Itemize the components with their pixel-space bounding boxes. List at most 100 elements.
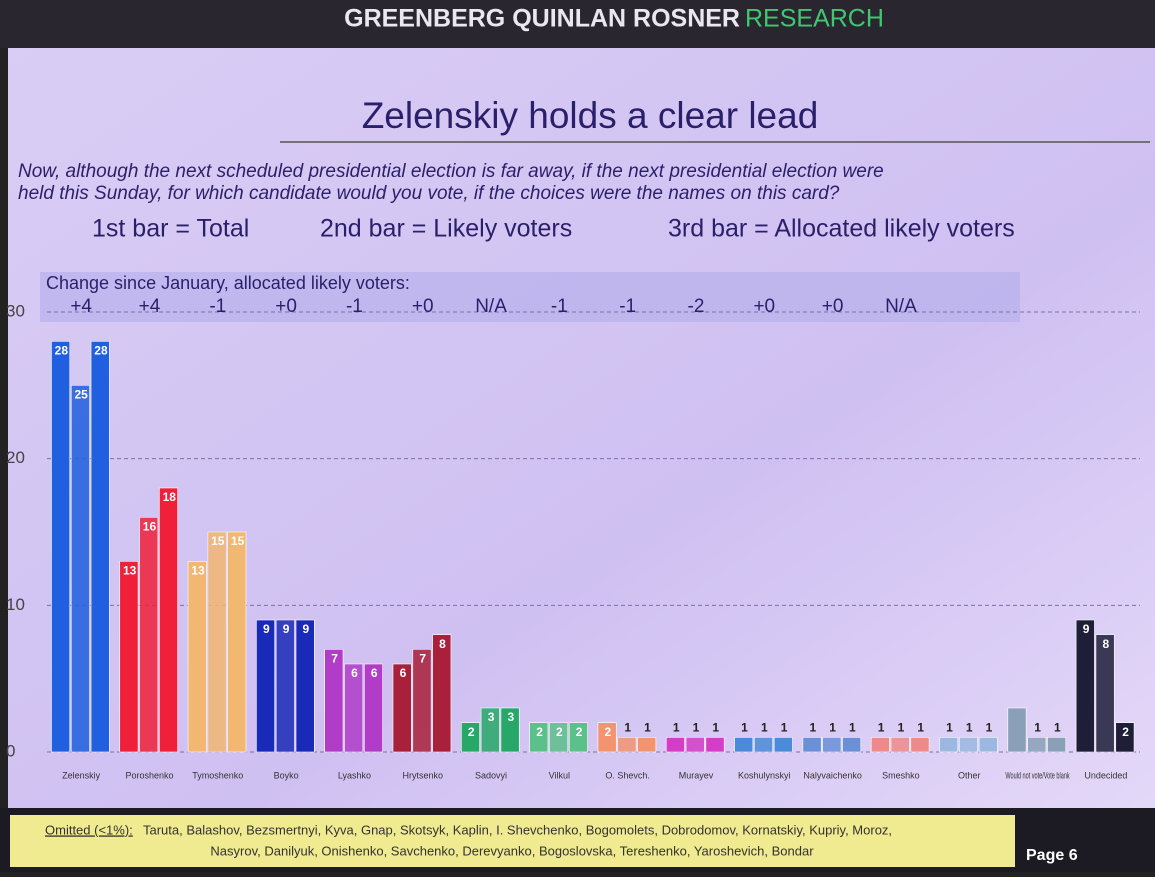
data-label: 8 xyxy=(439,637,446,651)
change-value: +4 xyxy=(70,296,92,317)
bar xyxy=(773,737,793,753)
data-label: 9 xyxy=(303,622,310,636)
data-label: 3 xyxy=(488,710,495,724)
data-label: 1 xyxy=(966,721,973,735)
bar xyxy=(461,722,480,753)
change-label: Change since January, allocated likely v… xyxy=(46,273,410,293)
x-tick-label: Would not vote/Vote blank xyxy=(1005,770,1070,780)
brand: GREENBERG QUINLAN ROSNER xyxy=(344,5,740,33)
page-number: Page 6 xyxy=(1026,847,1078,864)
data-label: 28 xyxy=(55,344,69,358)
bar xyxy=(617,737,637,753)
change-value: -1 xyxy=(619,296,636,317)
x-tick-label: Sadovyi xyxy=(475,770,507,780)
data-label: 9 xyxy=(1083,622,1090,636)
bar xyxy=(480,707,500,753)
data-label: 28 xyxy=(94,344,108,358)
bar xyxy=(529,722,549,753)
bar xyxy=(432,634,452,753)
bar xyxy=(637,737,657,753)
bar xyxy=(295,619,315,753)
x-tick-label: Boyko xyxy=(274,770,299,780)
bar xyxy=(51,341,71,753)
x-tick-label: Zelenskiy xyxy=(62,770,101,780)
bar xyxy=(344,663,364,753)
change-band xyxy=(40,272,1020,322)
data-label: 2 xyxy=(556,725,563,739)
change-value: N/A xyxy=(885,296,917,317)
data-label: 1 xyxy=(781,721,788,735)
y-tick-label: 10 xyxy=(6,595,25,614)
top-bar xyxy=(0,0,1155,48)
x-tick-label: Undecided xyxy=(1084,770,1127,780)
bar xyxy=(939,737,959,753)
bar xyxy=(159,487,178,753)
data-label: 6 xyxy=(351,666,358,680)
bar xyxy=(822,737,842,753)
change-value: +4 xyxy=(139,296,161,317)
bar xyxy=(705,737,725,753)
change-value: -2 xyxy=(688,296,705,317)
data-label: 1 xyxy=(673,721,680,735)
data-label: 1 xyxy=(986,721,993,735)
data-label: 6 xyxy=(400,666,407,680)
bar xyxy=(90,341,110,753)
change-value: +0 xyxy=(822,296,844,317)
change-value: -1 xyxy=(346,296,363,317)
bar xyxy=(754,737,773,753)
omitted-label: Omitted (<1%): xyxy=(45,822,133,837)
y-tick-label: 20 xyxy=(6,448,25,467)
bar xyxy=(665,737,685,753)
bar xyxy=(1115,722,1135,753)
bar xyxy=(597,722,617,753)
data-label: 1 xyxy=(741,721,748,735)
change-value: -1 xyxy=(551,296,568,317)
bar xyxy=(1007,707,1027,753)
omitted-list: Nasyrov, Danilyuk, Onishenko, Savchenko,… xyxy=(210,843,814,858)
bar xyxy=(256,619,275,753)
bar xyxy=(119,561,139,753)
change-value: +0 xyxy=(753,296,775,317)
data-label: 2 xyxy=(468,725,475,739)
bar xyxy=(70,385,90,753)
data-label: 1 xyxy=(1034,721,1041,735)
bar xyxy=(187,561,207,753)
bar xyxy=(392,663,412,753)
bar xyxy=(1075,619,1095,753)
data-label: 1 xyxy=(1054,721,1061,735)
data-label: 1 xyxy=(946,721,953,735)
data-label: 9 xyxy=(283,622,290,636)
data-label: 6 xyxy=(371,666,378,680)
bar xyxy=(910,737,930,753)
data-label: 15 xyxy=(211,534,225,548)
bar xyxy=(568,722,588,753)
bar xyxy=(549,722,569,753)
bar xyxy=(890,737,910,753)
data-label: 2 xyxy=(605,725,612,739)
legend-entry: 1st bar = Total xyxy=(92,215,249,243)
bar xyxy=(139,517,159,753)
bar xyxy=(1027,737,1047,753)
x-tick-label: Lyashko xyxy=(338,770,371,780)
bar xyxy=(842,737,862,753)
data-label: 1 xyxy=(712,721,719,735)
bar xyxy=(227,531,247,753)
data-label: 1 xyxy=(849,721,856,735)
x-tick-label: O. Shevch. xyxy=(605,770,650,780)
data-label: 7 xyxy=(419,652,426,666)
bar xyxy=(1095,634,1115,753)
footer-box xyxy=(10,815,1015,867)
data-label: 1 xyxy=(693,721,700,735)
bar xyxy=(1047,737,1067,753)
bar xyxy=(978,737,998,753)
bar xyxy=(802,737,822,753)
bar xyxy=(324,649,344,753)
data-label: 13 xyxy=(123,564,137,578)
change-value: +0 xyxy=(412,296,434,317)
subtitle: held this Sunday, for which candidate wo… xyxy=(18,183,840,204)
data-label: 1 xyxy=(898,721,905,735)
chart-title: Zelenskiy holds a clear lead xyxy=(362,95,819,136)
legend-entry: 2nd bar = Likely voters xyxy=(320,215,572,243)
omitted-list: Taruta, Balashov, Bezsmertnyi, Kyva, Gna… xyxy=(143,822,892,837)
bar xyxy=(959,737,978,753)
